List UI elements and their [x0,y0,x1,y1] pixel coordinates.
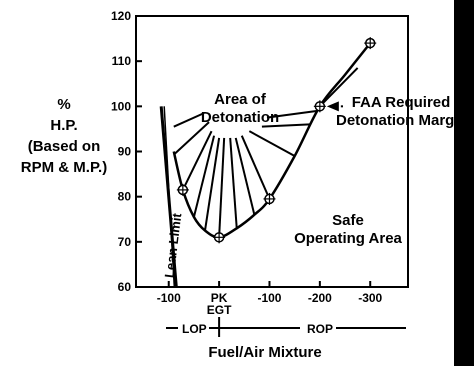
detonation-area-line-1: Area of [214,91,266,108]
y-tick-label: 70 [118,235,132,249]
detonation-hatch-line [218,137,226,238]
y-axis-title-line-4: RPM & M.P.) [20,159,108,176]
faa-margin-line-2: Detonation Margin [336,112,468,129]
detonation-hatch-line [173,112,205,128]
y-axis-title: % H.P. (Based on RPM & M.P.) [0,94,128,178]
y-axis-title-line-3: (Based on [27,138,101,155]
detonation-hatch-line [248,130,296,157]
y-axis-title-line-2: H.P. [50,117,78,134]
safe-area-label: Safe Operating Area [293,212,403,248]
y-tick-label: 60 [118,280,132,294]
rop-label: ROP [307,322,334,336]
y-tick-label: 90 [118,145,132,159]
x-axis-title: Fuel/Air Mixture [208,344,322,361]
detonation-hatch-line [181,130,213,191]
x-tick-label: -200 [308,291,332,305]
y-tick-label: 80 [118,190,132,204]
x-tick-label: -100 [157,291,181,305]
detonation-hatch-line [204,137,221,231]
x-tick-label: PK [211,291,228,305]
safe-area-line-2: Operating Area [294,230,402,247]
x-tick-label: -100 [257,291,281,305]
lop-label: LOP [182,322,207,336]
detonation-hatch-line [234,137,256,215]
faa-margin-line-1: FAA Required [351,94,451,111]
y-axis-title-line-1: % [57,96,71,113]
detonation-boundary-curve [172,42,372,239]
faa-margin-label: FAA Required Detonation Margin [336,94,468,130]
right-edge-bar [454,0,474,366]
detonation-hatch-line [240,135,271,200]
faa-margin-line [319,67,359,108]
lean-limit-line-edge [163,106,176,288]
detonation-area-label: Area of Detonation [195,91,285,127]
detonation-hatch-line [266,109,318,119]
detonation-hatch-line [261,123,310,128]
detonation-area-line-2: Detonation [200,109,280,126]
x-tick-label: -300 [358,291,382,305]
x-tick-sublabel: EGT [207,303,232,317]
detonation-hatch-line [174,121,210,155]
detonation-hatch-line [192,135,216,218]
safe-area-line-1: Safe [332,212,364,229]
y-tick-label: 120 [111,9,131,23]
y-tick-label: 110 [112,54,132,68]
faa-arrow-head [326,101,339,112]
detonation-hatch-line [229,137,238,229]
y-tick-label: 100 [111,99,131,113]
